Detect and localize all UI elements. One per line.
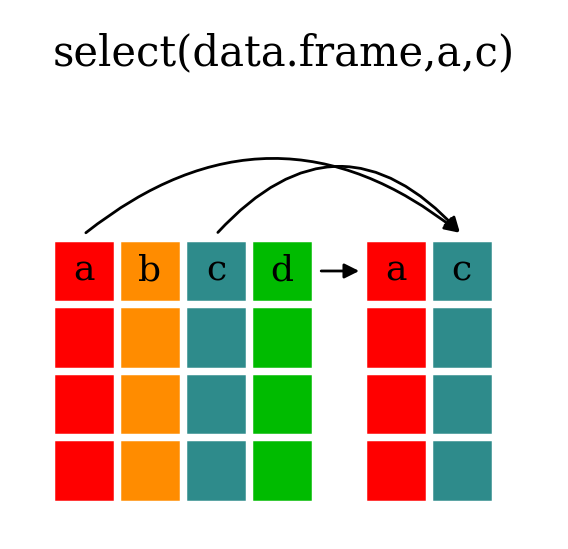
FancyBboxPatch shape xyxy=(431,373,492,435)
FancyBboxPatch shape xyxy=(365,439,427,502)
FancyBboxPatch shape xyxy=(251,240,313,302)
FancyBboxPatch shape xyxy=(185,373,247,435)
FancyBboxPatch shape xyxy=(119,439,181,502)
FancyBboxPatch shape xyxy=(251,439,313,502)
FancyBboxPatch shape xyxy=(185,439,247,502)
FancyBboxPatch shape xyxy=(251,373,313,435)
Text: b: b xyxy=(138,254,161,288)
FancyBboxPatch shape xyxy=(251,306,313,368)
FancyBboxPatch shape xyxy=(53,373,115,435)
Text: select(data.frame,a,c): select(data.frame,a,c) xyxy=(53,32,515,74)
FancyBboxPatch shape xyxy=(53,306,115,368)
FancyBboxPatch shape xyxy=(53,240,115,302)
FancyBboxPatch shape xyxy=(431,240,492,302)
Text: c: c xyxy=(206,254,226,288)
FancyBboxPatch shape xyxy=(185,306,247,368)
Text: a: a xyxy=(73,254,94,288)
FancyBboxPatch shape xyxy=(365,240,427,302)
FancyBboxPatch shape xyxy=(185,240,247,302)
FancyBboxPatch shape xyxy=(365,373,427,435)
Text: a: a xyxy=(385,254,406,288)
FancyBboxPatch shape xyxy=(431,306,492,368)
FancyBboxPatch shape xyxy=(119,240,181,302)
Text: c: c xyxy=(452,254,472,288)
FancyBboxPatch shape xyxy=(365,306,427,368)
Text: d: d xyxy=(270,254,294,288)
FancyBboxPatch shape xyxy=(53,439,115,502)
FancyBboxPatch shape xyxy=(119,373,181,435)
FancyBboxPatch shape xyxy=(431,439,492,502)
FancyBboxPatch shape xyxy=(119,306,181,368)
